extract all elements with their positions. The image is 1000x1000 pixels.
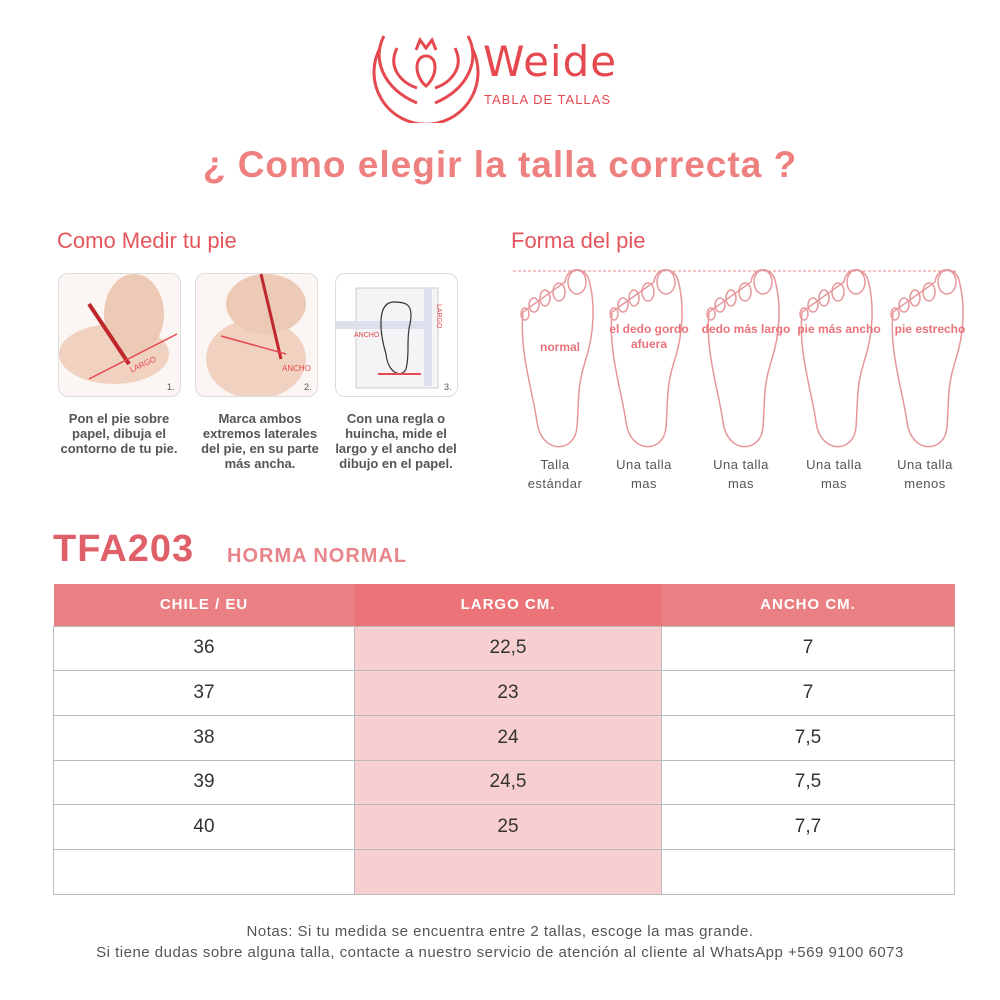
size-cell: 40	[53, 804, 355, 850]
foot-label: pie estrecho	[894, 322, 966, 336]
size-cell: 39	[53, 759, 355, 806]
table-row: 38 24 7,5	[53, 714, 955, 761]
brand-subtitle: TABLA DE TALLAS	[484, 92, 611, 107]
foot-caption-line-2: mas	[727, 476, 755, 491]
step-2-ancho-label: ANCHO	[282, 364, 311, 373]
largo-cell: 23	[354, 670, 662, 716]
foot-caption: Una talla mas	[696, 455, 786, 493]
ancho-cell: 7,5	[661, 714, 955, 761]
foot-shape-2: dedo más largo	[701, 262, 791, 457]
size-cell: 36	[53, 625, 355, 672]
foot-outline	[609, 269, 683, 448]
foot-shape-0: normal	[515, 262, 605, 457]
foot-caption: Una talla mas	[789, 455, 879, 493]
step-3-image: ANCHO LARGO 3.	[335, 273, 458, 397]
note-2: Si tiene dudas sobre alguna talla, conta…	[96, 944, 904, 961]
largo-cell: 24,5	[354, 759, 662, 806]
foot-shape-4: pie estrecho	[885, 262, 975, 457]
largo-cell: 25	[354, 804, 662, 850]
foot-caption: Una talla menos	[880, 455, 970, 493]
step-3-ancho-label: ANCHO	[354, 332, 380, 339]
size-table: CHILE / EU LARGO CM. ANCHO CM. 36 22,5 7 37…	[53, 584, 955, 895]
step-2-image: ANCHO 2.	[195, 273, 318, 397]
ancho-cell: 7,5	[661, 759, 955, 806]
header-largo: LARGO CM.	[354, 584, 662, 626]
size-cell: 37	[53, 670, 355, 716]
brand-logo	[372, 35, 480, 123]
ancho-cell: 7,7	[661, 804, 955, 850]
foot-label: pie más ancho	[797, 322, 881, 336]
step-1-caption: Pon el pie sobre papel, dibuja el contor…	[60, 411, 178, 456]
foot-shape-1: el dedo gordo afuera	[604, 262, 694, 457]
step-3-largo-label: LARGO	[435, 304, 442, 329]
measure-heading: Como Medir tu pie	[57, 228, 237, 253]
foot-caption: Talla estándar	[510, 455, 600, 493]
foot-caption-line-2: estándar	[527, 476, 583, 491]
note-1: Notas: Si tu medida se encuentra entre 2…	[246, 923, 754, 940]
size-cell: 38	[53, 714, 355, 761]
foot-shape-3: pie más ancho	[794, 262, 884, 457]
table-row: 37 23 7	[53, 670, 955, 716]
brand-name: Weide	[483, 37, 618, 86]
foot-label: el dedo gordo afuera	[609, 322, 689, 351]
foot-caption-line-2: menos	[904, 476, 946, 491]
step-3-number: 3.	[444, 382, 452, 392]
horma-label: HORMA NORMAL	[227, 545, 408, 567]
foot-outline	[890, 269, 964, 448]
ancho-cell: 7	[661, 625, 955, 672]
size-cell	[53, 848, 355, 895]
step-1-image: LARGO 1.	[58, 273, 181, 397]
header-chile-eu: CHILE / EU	[53, 584, 355, 626]
foot-caption-line-1: Una talla	[806, 457, 862, 472]
foot-outline	[799, 269, 873, 448]
foot-caption-line-1: Talla	[540, 457, 570, 472]
table-row: 40 25 7,7	[53, 804, 955, 850]
foot-caption-line-2: mas	[630, 476, 658, 491]
step-1-number: 1.	[167, 382, 175, 392]
largo-cell	[354, 848, 662, 895]
largo-cell: 24	[354, 714, 662, 761]
ancho-cell	[661, 848, 955, 895]
foot-caption-line-1: Una talla	[713, 457, 769, 472]
page-title: ¿ Como elegir la talla correcta ?	[202, 144, 798, 185]
largo-cell: 22,5	[354, 625, 662, 672]
step-2-number: 2.	[304, 382, 312, 392]
foot-caption-line-1: Una talla	[897, 457, 953, 472]
foot-label: normal	[539, 340, 580, 354]
ancho-cell: 7	[661, 670, 955, 716]
table-row: 36 22,5 7	[53, 625, 955, 672]
toe-reference-line	[513, 270, 958, 272]
model-code: TFA203	[53, 528, 195, 570]
shape-heading: Forma del pie	[511, 228, 646, 253]
table-row	[53, 848, 955, 895]
table-row: 39 24,5 7,5	[53, 759, 955, 806]
step-2-caption: Marca ambos extremos laterales del pie, …	[201, 411, 319, 471]
foot-caption: Una talla mas	[599, 455, 689, 493]
foot-caption-line-1: Una talla	[616, 457, 672, 472]
foot-label: dedo más largo	[701, 322, 791, 336]
header-ancho: ANCHO CM.	[661, 584, 955, 626]
foot-outline	[706, 269, 780, 448]
foot-caption-line-2: mas	[820, 476, 848, 491]
foot-outline	[520, 269, 594, 448]
step-3-caption: Con una regla o huincha, mide el largo y…	[335, 411, 457, 471]
